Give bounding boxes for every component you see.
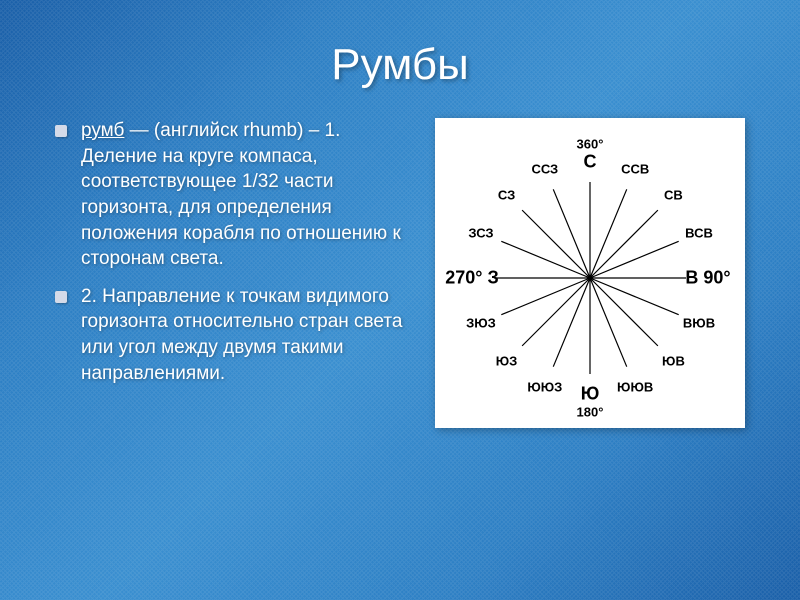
compass-label: ЮЮВ [617,380,653,395]
compass-label: ЮЗ [496,354,518,369]
bullet-item: 2. Направление к точкам видимого горизон… [55,284,405,387]
compass-label: ССЗ [531,161,558,176]
compass-degree-label: 360° [577,137,604,152]
compass-label: ССВ [621,161,649,176]
bullet-text: румб — (английск rhumb) – 1. Деление на … [81,118,405,272]
slide: Румбы румб — (английск rhumb) – 1. Делен… [0,0,800,600]
compass-label: ЮЮЗ [527,380,562,395]
definition-text: — (английск rhumb) – 1. Деление на круге… [81,120,401,269]
text-column: румб — (английск rhumb) – 1. Деление на … [55,118,405,398]
definition-text: 2. Направление к точкам видимого горизон… [81,286,402,384]
compass-label: ЮВ [662,354,685,369]
bullet-item: румб — (английск rhumb) – 1. Деление на … [55,118,405,272]
compass-degree-label: 180° [577,405,604,420]
compass-label: ВЮВ [683,316,715,331]
compass-label: ЗЮЗ [466,316,496,331]
compass-label: СЗ [498,187,515,202]
slide-title: Румбы [55,40,745,90]
compass-label: 270° З [445,268,499,289]
bullet-text: 2. Направление к точкам видимого горизон… [81,284,405,387]
term: румб [81,120,124,141]
compass-label: ВСВ [685,225,713,240]
compass-label: Ю [581,384,600,405]
compass-label: ЗСЗ [468,225,493,240]
content-row: румб — (английск rhumb) – 1. Деление на … [55,118,745,428]
bullet-marker-icon [55,125,67,137]
bullet-marker-icon [55,291,67,303]
compass-diagram: С360° ССВ СВ ВСВ В 90° ВЮВ ЮВ ЮЮВ Ю180° ЮЮЗ ЮЗ ЗЮЗ 2… [435,118,745,428]
compass-label: В 90° [685,268,730,289]
compass-label: С [584,152,597,173]
compass-label: СВ [664,187,683,202]
